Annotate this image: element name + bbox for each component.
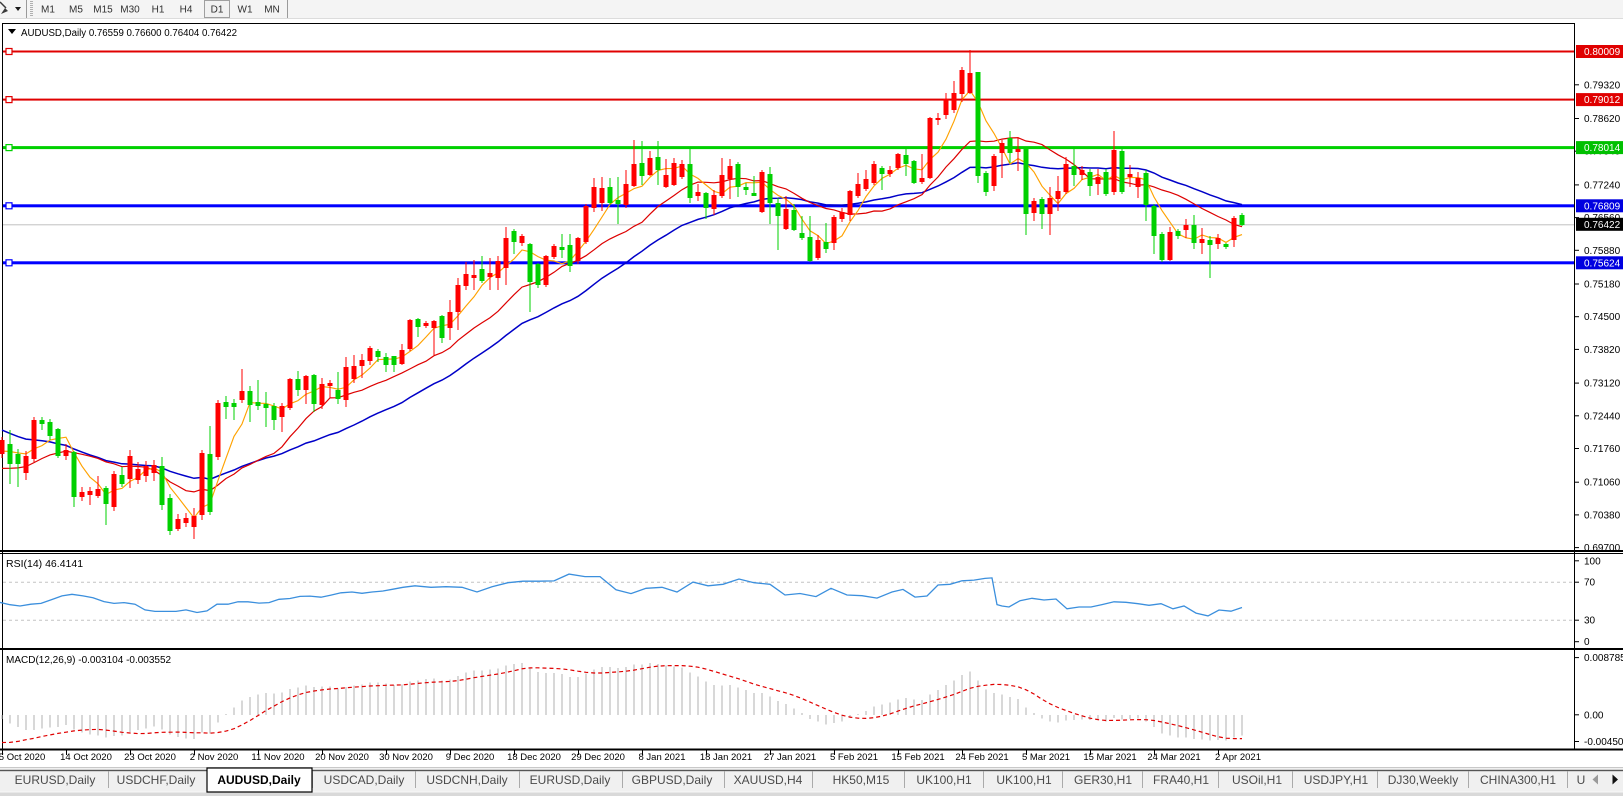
svg-text:2 Nov 2020: 2 Nov 2020	[190, 752, 239, 763]
svg-text:0.75624: 0.75624	[1584, 258, 1621, 269]
svg-text:0: 0	[1584, 637, 1590, 648]
svg-text:UK100,H1: UK100,H1	[916, 773, 972, 787]
svg-text:5 Oct 2020: 5 Oct 2020	[0, 752, 45, 763]
svg-text:24 Mar 2021: 24 Mar 2021	[1147, 752, 1200, 763]
svg-text:MN: MN	[264, 5, 280, 16]
svg-text:0.78620: 0.78620	[1584, 114, 1621, 125]
svg-text:27 Jan 2021: 27 Jan 2021	[764, 752, 816, 763]
svg-text:DJ30,Weekly: DJ30,Weekly	[1388, 773, 1458, 787]
svg-text:-0.004503: -0.004503	[1584, 737, 1623, 748]
svg-text:0.75180: 0.75180	[1584, 280, 1621, 291]
svg-text:CHINA300,H1: CHINA300,H1	[1480, 773, 1556, 787]
svg-text:0.71060: 0.71060	[1584, 478, 1621, 489]
svg-text:20 Nov 2020: 20 Nov 2020	[315, 752, 369, 763]
svg-text:0.76422: 0.76422	[1584, 220, 1621, 231]
svg-text:0.78014: 0.78014	[1584, 143, 1621, 154]
svg-text:0.69700: 0.69700	[1584, 543, 1621, 554]
svg-text:5 Feb 2021: 5 Feb 2021	[830, 752, 878, 763]
svg-text:15 Mar 2021: 15 Mar 2021	[1083, 752, 1136, 763]
svg-text:USOil,H1: USOil,H1	[1232, 773, 1282, 787]
svg-text:GBPUSD,Daily: GBPUSD,Daily	[632, 773, 713, 787]
svg-text:5 Mar 2021: 5 Mar 2021	[1022, 752, 1070, 763]
svg-text:30 Nov 2020: 30 Nov 2020	[379, 752, 433, 763]
svg-text:UK100,H1: UK100,H1	[996, 773, 1052, 787]
svg-text:M1: M1	[41, 5, 55, 16]
svg-text:AUDUSD,Daily 0.76559 0.76600: AUDUSD,Daily 0.76559 0.76600 0.76404 0.7…	[21, 28, 237, 39]
svg-text:M30: M30	[120, 5, 140, 16]
svg-text:H4: H4	[180, 5, 193, 16]
svg-text:30: 30	[1584, 616, 1596, 627]
svg-text:70: 70	[1584, 578, 1596, 589]
svg-text:0.73820: 0.73820	[1584, 345, 1621, 356]
svg-text:15 Feb 2021: 15 Feb 2021	[891, 752, 944, 763]
svg-text:24 Feb 2021: 24 Feb 2021	[955, 752, 1008, 763]
svg-text:18 Dec 2020: 18 Dec 2020	[507, 752, 561, 763]
svg-text:EURUSD,Daily: EURUSD,Daily	[15, 773, 96, 787]
svg-text:0.00: 0.00	[1584, 710, 1604, 721]
svg-text:0.75880: 0.75880	[1584, 246, 1621, 257]
svg-text:23 Oct 2020: 23 Oct 2020	[124, 752, 176, 763]
svg-text:14 Oct 2020: 14 Oct 2020	[60, 752, 112, 763]
svg-text:USDCHF,Daily: USDCHF,Daily	[117, 773, 196, 787]
svg-text:W1: W1	[238, 5, 253, 16]
svg-text:U: U	[1577, 773, 1586, 787]
svg-text:M5: M5	[69, 5, 83, 16]
svg-text:XAUUSD,H4: XAUUSD,H4	[734, 773, 803, 787]
svg-text:0.79012: 0.79012	[1584, 95, 1621, 106]
svg-text:0.79320: 0.79320	[1584, 80, 1621, 91]
svg-text:GER30,H1: GER30,H1	[1074, 773, 1132, 787]
svg-text:MACD(12,26,9) -0.003104 -0.003: MACD(12,26,9) -0.003104 -0.003552	[6, 655, 172, 666]
svg-text:AUDUSD,Daily: AUDUSD,Daily	[217, 773, 301, 787]
svg-text:D1: D1	[211, 5, 224, 16]
svg-text:0.73120: 0.73120	[1584, 379, 1621, 390]
svg-text:EURUSD,Daily: EURUSD,Daily	[530, 773, 611, 787]
svg-text:RSI(14) 46.4141: RSI(14) 46.4141	[6, 558, 83, 570]
svg-text:0.77240: 0.77240	[1584, 180, 1621, 191]
svg-text:USDCNH,Daily: USDCNH,Daily	[426, 773, 507, 787]
svg-text:8 Jan 2021: 8 Jan 2021	[638, 752, 685, 763]
svg-text:0.76809: 0.76809	[1584, 201, 1621, 212]
svg-text:18 Jan 2021: 18 Jan 2021	[700, 752, 752, 763]
svg-text:11 Nov 2020: 11 Nov 2020	[251, 752, 304, 763]
svg-text:9 Dec 2020: 9 Dec 2020	[446, 752, 495, 763]
svg-text:29 Dec 2020: 29 Dec 2020	[571, 752, 625, 763]
svg-text:FRA40,H1: FRA40,H1	[1153, 773, 1209, 787]
svg-text:100: 100	[1584, 556, 1601, 567]
svg-text:0.80009: 0.80009	[1584, 47, 1621, 58]
svg-text:0.74500: 0.74500	[1584, 312, 1621, 323]
svg-text:USDCAD,Daily: USDCAD,Daily	[324, 773, 405, 787]
svg-text:H1: H1	[152, 5, 165, 16]
svg-text:HK50,M15: HK50,M15	[833, 773, 890, 787]
svg-text:USDJPY,H1: USDJPY,H1	[1304, 773, 1369, 787]
svg-text:0.008785: 0.008785	[1584, 653, 1623, 664]
svg-text:0.70380: 0.70380	[1584, 510, 1621, 521]
svg-text:2 Apr 2021: 2 Apr 2021	[1215, 752, 1261, 763]
svg-text:0.72440: 0.72440	[1584, 411, 1621, 422]
svg-text:M15: M15	[93, 5, 113, 16]
svg-text:0.71760: 0.71760	[1584, 444, 1621, 455]
